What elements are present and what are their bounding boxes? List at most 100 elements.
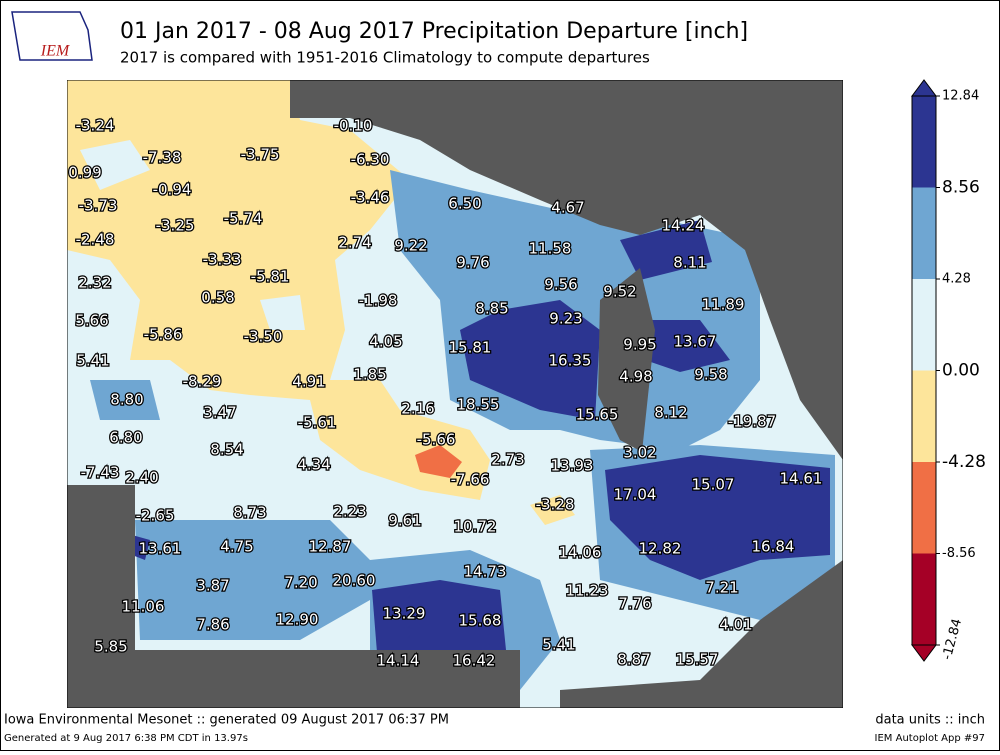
station-value: -3.46 (351, 189, 390, 207)
station-value: -2.48 (76, 231, 115, 249)
station-value: 2.16 (401, 400, 434, 418)
station-value: 15.07 (692, 476, 735, 494)
station-value: 15.81 (449, 339, 492, 357)
station-value: 15.68 (459, 612, 502, 630)
station-value: 12.82 (639, 540, 682, 558)
station-value: 2.23 (333, 503, 366, 521)
station-value: 2.73 (491, 451, 524, 469)
station-value: 9.52 (603, 283, 636, 301)
title: 01 Jan 2017 - 08 Aug 2017 Precipitation … (120, 19, 748, 44)
station-value: 4.01 (719, 616, 752, 634)
station-value: 7.21 (705, 579, 738, 597)
colorbar-tick-label: 4.28 (942, 272, 971, 287)
station-value: 8.54 (210, 441, 243, 459)
station-value: 6.50 (448, 195, 481, 213)
station-value: 5.66 (75, 312, 108, 330)
station-value: 11.89 (702, 296, 745, 314)
colorbar: 12.848.564.280.00-4.28-8.56-12.84 (911, 79, 986, 662)
station-value: 14.73 (464, 563, 507, 581)
station-value: 4.91 (292, 373, 325, 391)
station-value: 13.29 (383, 605, 426, 623)
footer-right-small: IEM Autoplot App #97 (875, 733, 985, 744)
station-value: -3.50 (244, 328, 283, 346)
station-value: 2.40 (125, 469, 158, 487)
station-value: 8.73 (233, 504, 266, 522)
station-value: 16.35 (549, 352, 592, 370)
station-value: 17.04 (614, 486, 657, 504)
colorbar-tick-label: -8.56 (942, 546, 976, 561)
station-value: 9.61 (388, 512, 421, 530)
colorbar-tick-label: 0.00 (942, 361, 980, 381)
station-value: -19.87 (728, 413, 776, 431)
station-value: 3.87 (196, 577, 229, 595)
station-value: -7.43 (81, 464, 120, 482)
station-value: 8.87 (617, 651, 650, 669)
station-value: 5.41 (76, 352, 109, 370)
colorbar-tick-label: -4.28 (942, 452, 986, 472)
station-value: 14.06 (559, 544, 602, 562)
station-value: 0.99 (68, 164, 101, 182)
station-value: 9.22 (394, 237, 427, 255)
station-value: 15.57 (676, 651, 719, 669)
station-value: 10.72 (454, 518, 497, 536)
logo-text: IEM (40, 43, 71, 60)
station-value: 14.61 (780, 470, 823, 488)
station-value: -3.33 (203, 251, 242, 269)
station-value: 11.23 (566, 582, 609, 600)
station-value: 9.76 (456, 254, 489, 272)
station-value: 4.75 (220, 538, 253, 556)
station-value: -6.30 (351, 151, 390, 169)
station-value: 6.80 (109, 429, 142, 447)
station-value: -5.66 (417, 431, 456, 449)
station-labels: -3.24 -0.10 -7.38 -3.75 -6.30 0.99 -0.94 -3.46 6… (67, 115, 824, 671)
colorbar-band (912, 279, 936, 371)
station-value: 4.67 (551, 199, 584, 217)
station-value: -2.65 (136, 507, 175, 525)
colorbar-band (912, 553, 936, 645)
station-value: 4.05 (369, 333, 402, 351)
station-value: 1.85 (353, 366, 386, 384)
station-value: -3.75 (241, 146, 280, 164)
station-value: 9.58 (694, 366, 727, 384)
station-value: 0.58 (201, 289, 234, 307)
subtitle: 2017 is compared with 1951-2016 Climatol… (120, 49, 650, 67)
colorbar-tick-label: 12.84 (942, 89, 979, 104)
station-value: 2.74 (338, 234, 371, 252)
station-value: -0.94 (153, 181, 192, 199)
station-value: -7.38 (143, 149, 182, 167)
station-value: 8.11 (673, 254, 706, 272)
station-value: -5.61 (298, 414, 337, 432)
station-value: -3.25 (156, 217, 195, 235)
station-value: -5.74 (224, 210, 263, 228)
station-value: -3.24 (76, 117, 115, 135)
station-value: 15.65 (576, 406, 619, 424)
station-value: 13.93 (551, 457, 594, 475)
station-value: 18.55 (457, 396, 500, 414)
station-value: 2.32 (78, 274, 111, 292)
station-value: 7.76 (618, 595, 651, 613)
station-value: 5.85 (94, 638, 127, 656)
station-value: 7.20 (284, 574, 317, 592)
station-value: 8.85 (475, 300, 508, 318)
station-value: 12.90 (276, 611, 319, 629)
footer-right: data units :: inch (875, 713, 985, 728)
station-value: 9.23 (549, 310, 582, 328)
colorbar-band (912, 462, 936, 554)
colorbar-band (912, 187, 936, 279)
colorbar-band (912, 370, 936, 462)
colorbar-tick-label: 8.56 (942, 178, 980, 198)
station-value: -7.66 (451, 471, 490, 489)
station-value: 9.95 (623, 336, 656, 354)
station-value: 12.87 (309, 538, 352, 556)
station-value: 4.34 (297, 456, 330, 474)
station-value: -5.81 (251, 268, 290, 286)
footer-left: Iowa Environmental Mesonet :: generated … (4, 713, 449, 728)
station-value: -3.73 (79, 197, 118, 215)
station-value: 11.58 (529, 240, 572, 258)
station-value: 14.14 (377, 652, 420, 670)
station-value: -5.86 (144, 326, 183, 344)
station-value: 7.86 (196, 616, 229, 634)
station-value: 16.84 (752, 538, 795, 556)
station-value: 14.24 (662, 217, 705, 235)
station-value: -3.28 (536, 496, 575, 514)
